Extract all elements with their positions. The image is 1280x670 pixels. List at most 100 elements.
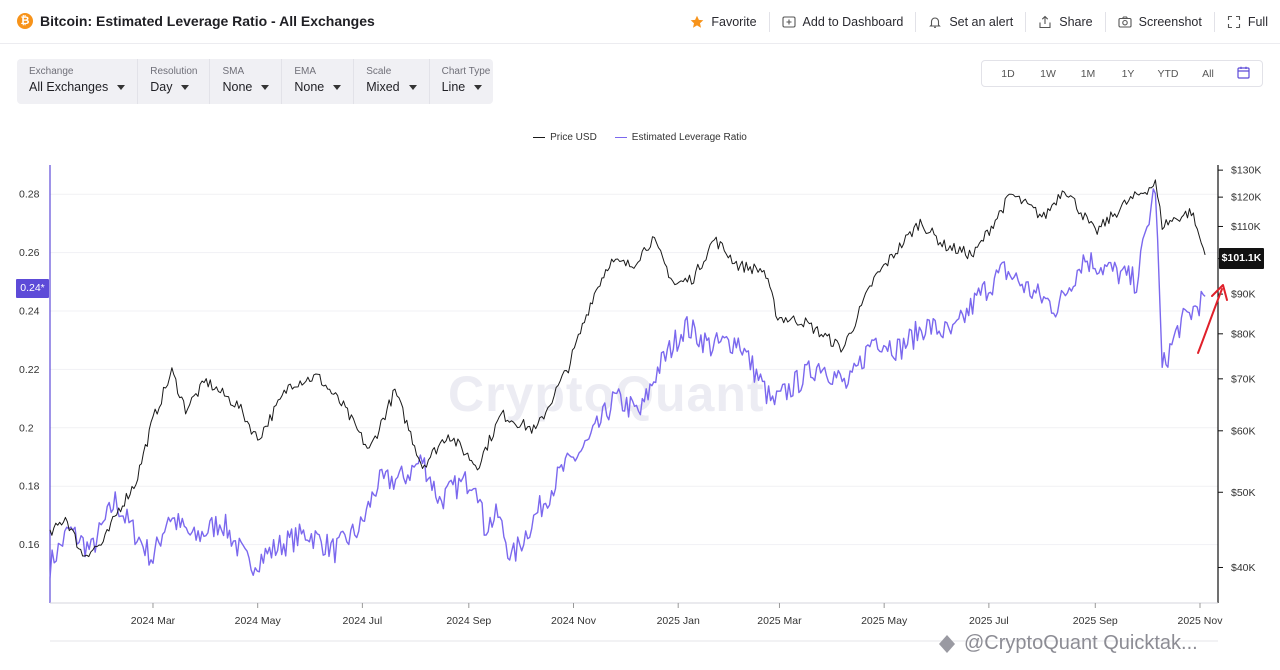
bell-icon <box>928 15 942 29</box>
right-tick-label: $120K <box>1231 192 1261 204</box>
fullscreen-label: Full <box>1247 15 1268 29</box>
scale-select[interactable]: Scale Mixed <box>354 59 430 104</box>
right-tick-label: $90K <box>1231 289 1256 301</box>
right-tick-label: $60K <box>1231 425 1256 437</box>
calendar-icon <box>1236 66 1250 82</box>
exchange-label: Exchange <box>29 66 74 77</box>
chevron-down-icon <box>474 84 483 90</box>
sma-select[interactable]: SMA None <box>210 59 283 104</box>
legend-item-price[interactable]: Price USD <box>533 132 597 143</box>
fullscreen-icon <box>1227 15 1241 29</box>
range-selector: 1D 1W 1M 1Y YTD All <box>981 60 1263 87</box>
x-tick-label: 2025 Mar <box>757 615 802 627</box>
exchange-select[interactable]: Exchange All Exchanges <box>17 59 139 104</box>
scale-label: Scale <box>366 66 392 77</box>
share-label: Share <box>1059 15 1093 29</box>
fullscreen-button[interactable]: Full <box>1213 12 1280 32</box>
quicktake-footer-text: @CryptoQuant Quicktak... <box>964 632 1198 654</box>
right-tick-label: $80K <box>1231 328 1256 340</box>
chart-canvas[interactable]: 0.16 0.18 0.2 0.22 0.24 0.26 0.28 $40K $50K $60K… <box>0 120 1280 650</box>
header-actions: Favorite Add to Dashboard Set an alert S… <box>678 0 1280 44</box>
camera-icon <box>1118 15 1132 29</box>
annotation-arrow-head <box>1211 284 1228 301</box>
set-alert-button[interactable]: Set an alert <box>915 12 1025 32</box>
add-to-dashboard-label: Add to Dashboard <box>802 15 904 29</box>
ema-select[interactable]: EMA None <box>282 59 355 104</box>
chart-type-select[interactable]: Chart Type Line <box>430 59 503 104</box>
filter-bar: Exchange All Exchanges Resolution Day SM… <box>17 59 493 104</box>
grid <box>50 193 1218 546</box>
x-tick-label: 2025 Jan <box>657 615 700 627</box>
annotation-arrow-shaft <box>1197 288 1223 354</box>
cryptoquant-logo-icon <box>936 633 958 655</box>
x-tick-label: 2025 Jul <box>969 615 1009 627</box>
chart-legend: Price USD Estimated Leverage Ratio <box>0 132 1280 143</box>
range-1d-button[interactable]: 1D <box>1001 67 1015 80</box>
chevron-down-icon <box>408 84 417 90</box>
left-tick-label: 0.2 <box>19 422 34 434</box>
resolution-value: Day <box>150 80 173 94</box>
sma-value: None <box>222 80 253 94</box>
chevron-down-icon <box>333 84 342 90</box>
left-tick-label: 0.18 <box>19 481 40 493</box>
price-current-badge: $101.1K <box>1219 248 1264 269</box>
header: ₿ Bitcoin: Estimated Leverage Ratio - Al… <box>0 0 1280 44</box>
page-title: Bitcoin: Estimated Leverage Ratio - All … <box>40 13 375 29</box>
x-tick-label: 2024 Jul <box>343 615 383 627</box>
scale-value: Mixed <box>366 80 400 94</box>
screenshot-label: Screenshot <box>1138 15 1202 29</box>
left-tick-label: 0.22 <box>19 364 40 376</box>
legend-swatch-price <box>533 137 546 138</box>
favorite-button[interactable]: Favorite <box>678 12 768 32</box>
bitcoin-icon: ₿ <box>17 13 33 29</box>
left-tick-label: 0.24 <box>19 306 40 318</box>
chevron-down-icon <box>261 84 270 90</box>
legend-label-price: Price USD <box>550 132 597 143</box>
resolution-label: Resolution <box>150 66 198 77</box>
x-tick-label: 2024 Mar <box>131 615 176 627</box>
range-1m-button[interactable]: 1M <box>1080 67 1096 80</box>
star-icon <box>690 15 704 29</box>
quicktake-footer: @CryptoQuant Quicktak... <box>936 632 1198 655</box>
right-axis: $40K$50K$60K$70K$80K$90K$100K$110K$120K$… <box>1217 165 1261 603</box>
right-tick-label: $40K <box>1231 562 1256 574</box>
right-tick-label: $130K <box>1231 165 1261 177</box>
legend-item-leverage[interactable]: Estimated Leverage Ratio <box>614 132 747 143</box>
series-layer <box>49 179 1206 579</box>
range-1y-button[interactable]: 1Y <box>1121 67 1135 80</box>
left-tick-label: 0.28 <box>19 189 40 201</box>
right-tick-label: $50K <box>1231 487 1256 499</box>
share-icon <box>1038 15 1052 29</box>
chevron-down-icon <box>117 84 126 90</box>
x-tick-label: 2024 Sep <box>446 615 491 627</box>
screenshot-button[interactable]: Screenshot <box>1104 12 1214 32</box>
x-tick-label: 2025 Nov <box>1178 615 1224 627</box>
set-alert-label: Set an alert <box>949 15 1014 29</box>
series-line-leverage <box>49 188 1206 579</box>
legend-swatch-leverage <box>614 137 627 138</box>
share-button[interactable]: Share <box>1025 12 1104 32</box>
calendar-button[interactable] <box>1228 66 1258 82</box>
range-ytd-button[interactable]: YTD <box>1157 67 1179 80</box>
x-axis: 2024 Mar 2024 May 2024 Jul 2024 Sep 2024 Nov… <box>50 602 1224 642</box>
leverage-current-badge: 0.24* <box>16 279 49 298</box>
dashboard-add-icon <box>781 15 796 29</box>
chevron-down-icon <box>181 84 190 90</box>
right-tick-label: $70K <box>1231 373 1256 385</box>
range-1w-button[interactable]: 1W <box>1040 67 1056 80</box>
legend-label-leverage: Estimated Leverage Ratio <box>631 132 747 143</box>
ema-value: None <box>294 80 325 94</box>
chart-type-label: Chart Type <box>441 66 491 77</box>
left-axis: 0.16 0.18 0.2 0.22 0.24 0.26 0.28 <box>19 165 51 603</box>
series-line-price <box>49 179 1206 558</box>
resolution-select[interactable]: Resolution Day <box>138 59 211 104</box>
right-tick-label: $110K <box>1231 221 1261 233</box>
add-to-dashboard-button[interactable]: Add to Dashboard <box>768 12 916 32</box>
favorite-label: Favorite <box>711 15 757 29</box>
x-tick-label: 2024 Nov <box>551 615 597 627</box>
sma-label: SMA <box>222 66 245 77</box>
range-all-button[interactable]: All <box>1202 67 1214 80</box>
left-tick-label: 0.26 <box>19 247 40 259</box>
annotation-arrow <box>1197 284 1228 354</box>
ema-label: EMA <box>294 66 317 77</box>
